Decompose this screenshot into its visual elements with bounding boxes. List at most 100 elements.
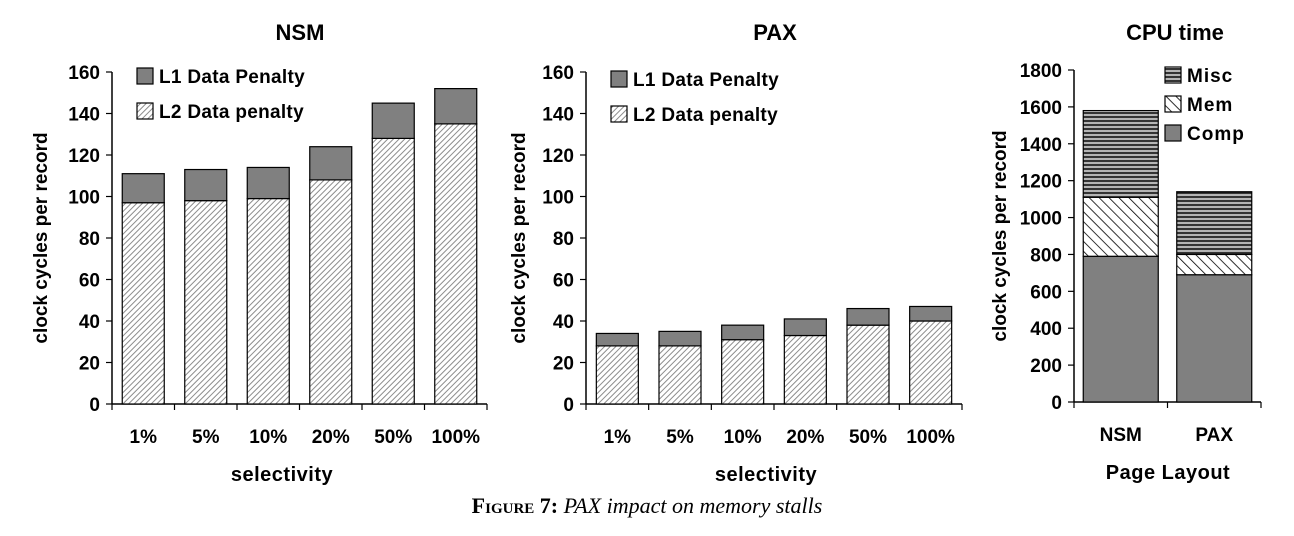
chart-nsm: NSM 0 20 40 60 80 100 120 140 160 1% 5% 10% 20% 50% 100… [31,20,488,486]
nsm-y-axis-label: clock cycles per record [31,132,52,343]
pax-x-tick-label-50pct: 50% [849,427,887,448]
cpu-time-y-tick-label: 0 [1051,393,1062,414]
nsm-y-tick-label: 40 [79,312,100,333]
nsm-y-tick-label: 160 [68,63,100,84]
cpu-time-legend-swatch-misc [1164,66,1182,84]
nsm-legend-swatch-l2-data-penalty [136,102,154,120]
pax-y-tick-label: 0 [563,395,574,416]
nsm-y-tick-label: 100 [68,188,100,209]
pax-bar-l2-data-penalty-20pct [783,334,827,405]
pax-y-tick-label: 40 [553,312,574,333]
nsm-bar-l2-data-penalty-10pct [246,197,290,405]
figure-caption: Figure 7: PAX impact on memory stalls [0,493,1294,519]
pax-bar-l2-data-penalty-50pct [846,324,890,405]
figure-7: NSM 0 20 40 60 80 100 120 140 160 1% 5% 10% 20% 50% 100… [31,20,1262,486]
cpu-time-y-tick-label: 1200 [1020,172,1062,193]
cpu-time-title: CPU time [1126,20,1224,45]
cpu-time-y-axis-label: clock cycles per record [990,130,1011,341]
nsm-bar-l2-data-penalty-100pct [434,123,478,405]
nsm-bar-l1-data-penalty-50pct [371,102,415,140]
pax-bar-l2-data-penalty-1pct [595,345,639,405]
pax-x-axis-label: selectivity [715,464,818,486]
pax-bar-l1-data-penalty-20pct [783,318,827,337]
cpu-time-y-tick-label: 1800 [1020,61,1062,82]
cpu-time-legend-swatch-mem [1164,95,1182,113]
nsm-y-tick-label: 120 [68,146,100,167]
pax-y-tick-label: 140 [542,105,574,126]
nsm-x-axis-label: selectivity [231,464,334,486]
nsm-legend-swatch-l1-data-penalty [136,67,154,85]
nsm-legend-label-l2-data-penalty: L2 Data penalty [159,102,304,123]
pax-y-tick-label: 20 [553,354,574,375]
pax-y-axis-label: clock cycles per record [509,132,530,343]
nsm-x-tick-label-50pct: 50% [374,427,412,448]
nsm-x-tick-label-5pct: 5% [192,427,220,448]
nsm-x-tick-label-20pct: 20% [312,427,350,448]
pax-x-tick-label-20pct: 20% [786,427,824,448]
cpu-time-x-axis-label: Page Layout [1106,462,1230,484]
pax-y-tick-label: 100 [542,188,574,209]
pax-x-tick-label-1pct: 1% [604,427,632,448]
cpu-time-legend-swatch-comp [1164,124,1182,142]
pax-legend-label-l2-data-penalty: L2 Data penalty [633,105,778,126]
nsm-x-tick-label-10pct: 10% [249,427,287,448]
cpu-time-y-tick-label: 600 [1030,282,1062,303]
nsm-y-tick-label: 0 [89,395,100,416]
nsm-y-tick-label: 20 [79,354,100,375]
nsm-title: NSM [276,20,325,45]
nsm-bar-l2-data-penalty-1pct [121,202,165,405]
pax-title: PAX [753,20,797,45]
caption-text: PAX impact on memory stalls [563,493,823,518]
cpu-time-legend-label-mem: Mem [1187,95,1233,116]
nsm-bar-l1-data-penalty-5pct [184,168,228,202]
cpu-time-y-tick-label: 800 [1030,245,1062,266]
pax-legend-swatch-l1-data-penalty [610,70,628,88]
nsm-x-tick-label-1pct: 1% [130,427,158,448]
nsm-x-tick-label-100pct: 100% [431,427,480,448]
cpu-time-bar-mem-nsm [1082,196,1159,257]
cpu-time-bar-comp-pax [1176,274,1253,403]
cpu-time-y-tick-label: 400 [1030,319,1062,340]
cpu-time-bar-comp-nsm [1082,255,1159,403]
cpu-time-bar-misc-pax [1176,191,1253,256]
cpu-time-x-tick-label-nsm: NSM [1100,425,1142,446]
pax-x-tick-label-5pct: 5% [666,427,694,448]
pax-legend-label-l1-data-penalty: L1 Data Penalty [633,70,779,91]
cpu-time-y-tick-label: 1400 [1020,135,1062,156]
cpu-time-y-tick-label: 1000 [1020,209,1062,230]
nsm-bar-l2-data-penalty-20pct [309,179,353,405]
caption-label: Figure 7: [471,493,559,518]
cpu-time-legend-label-misc: Misc [1187,66,1233,87]
nsm-bar-l1-data-penalty-100pct [434,87,478,125]
nsm-y-tick-label: 80 [79,229,100,250]
pax-y-tick-label: 160 [542,63,574,84]
nsm-bar-l2-data-penalty-5pct [184,200,228,405]
pax-y-tick-label: 120 [542,146,574,167]
nsm-y-tick-label: 60 [79,271,100,292]
nsm-bar-l1-data-penalty-1pct [121,173,165,204]
pax-bar-l2-data-penalty-5pct [658,345,702,405]
pax-bar-l2-data-penalty-10pct [721,339,765,405]
cpu-time-legend-label-comp: Comp [1187,124,1245,145]
cpu-time-bar-misc-nsm [1082,109,1159,198]
cpu-time-y-tick-label: 200 [1030,356,1062,377]
pax-bar-l2-data-penalty-100pct [909,320,953,405]
pax-legend-swatch-l2-data-penalty [610,105,628,123]
pax-bar-l1-data-penalty-10pct [721,324,765,341]
pax-bar-l1-data-penalty-1pct [595,332,639,347]
cpu-time-y-tick-label: 1600 [1020,98,1062,119]
pax-bar-l1-data-penalty-100pct [909,305,953,322]
nsm-bar-l1-data-penalty-20pct [309,146,353,181]
chart-pax: PAX 0 20 40 60 80 100 120 140 160 1% 5% 10% 20% 50% 100… [509,20,963,486]
nsm-legend-label-l1-data-penalty: L1 Data Penalty [159,67,305,88]
nsm-y-tick-label: 140 [68,105,100,126]
nsm-bar-l2-data-penalty-50pct [371,137,415,405]
pax-x-tick-label-10pct: 10% [724,427,762,448]
nsm-bar-l1-data-penalty-10pct [246,166,290,200]
pax-bar-l1-data-penalty-5pct [658,330,702,347]
pax-x-tick-label-100pct: 100% [906,427,955,448]
pax-y-tick-label: 60 [553,271,574,292]
chart-cpu-time: CPU time 0 200 400 600 800 1000 1200 1400 1600 180… [990,20,1262,484]
pax-bar-l1-data-penalty-50pct [846,307,890,326]
cpu-time-x-tick-label-pax: PAX [1195,425,1233,446]
